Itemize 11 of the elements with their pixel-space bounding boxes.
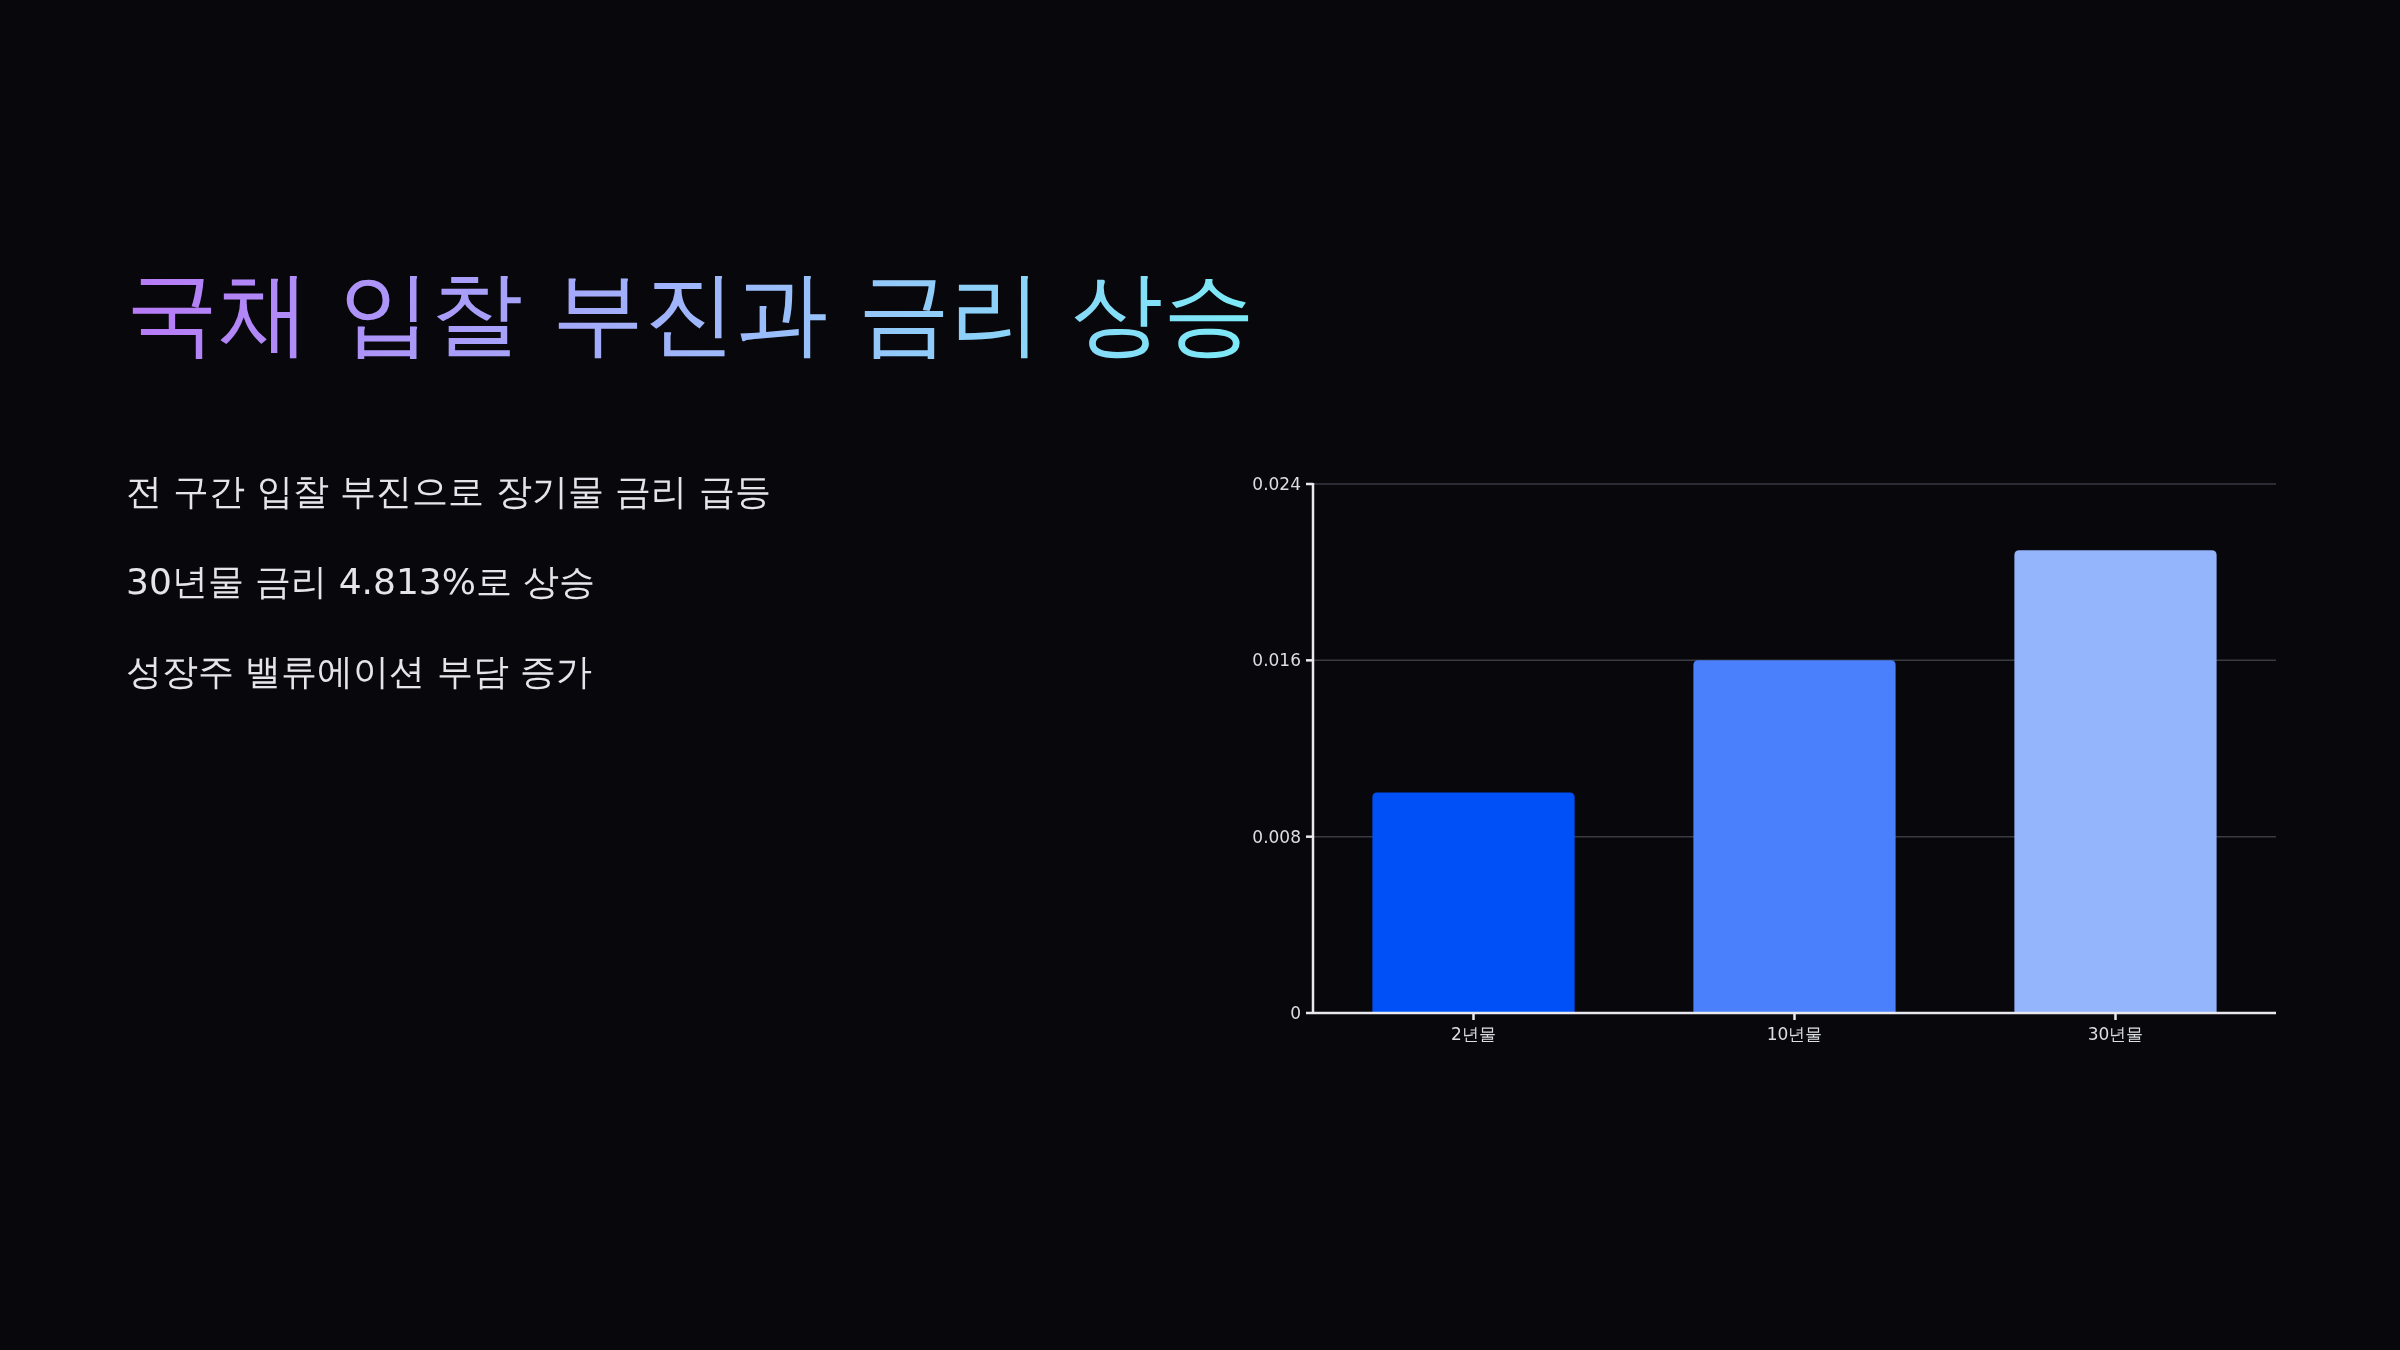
y-tick-label: 0 bbox=[1290, 1003, 1301, 1023]
annotation: 전 구간 입찰 부진으로 장기물 금리 급등 bbox=[126, 471, 771, 512]
y-tick-label: 0.016 bbox=[1252, 650, 1301, 671]
x-tick-label: 2년물 bbox=[1451, 1024, 1496, 1044]
y-tick-label: 0.024 bbox=[1252, 474, 1301, 494]
annotation: 30년물 금리 4.813%로 상승 bbox=[126, 561, 596, 602]
annotation: 성장주 밸류에이션 부담 증가 bbox=[126, 651, 593, 692]
x-tick-label: 10년물 bbox=[1766, 1024, 1823, 1044]
title: 국채 입찰 부진과 금리 상승 bbox=[126, 260, 1255, 367]
x-tick-label: 30년물 bbox=[2087, 1024, 2144, 1044]
y-tick-label: 0.008 bbox=[1252, 826, 1301, 847]
